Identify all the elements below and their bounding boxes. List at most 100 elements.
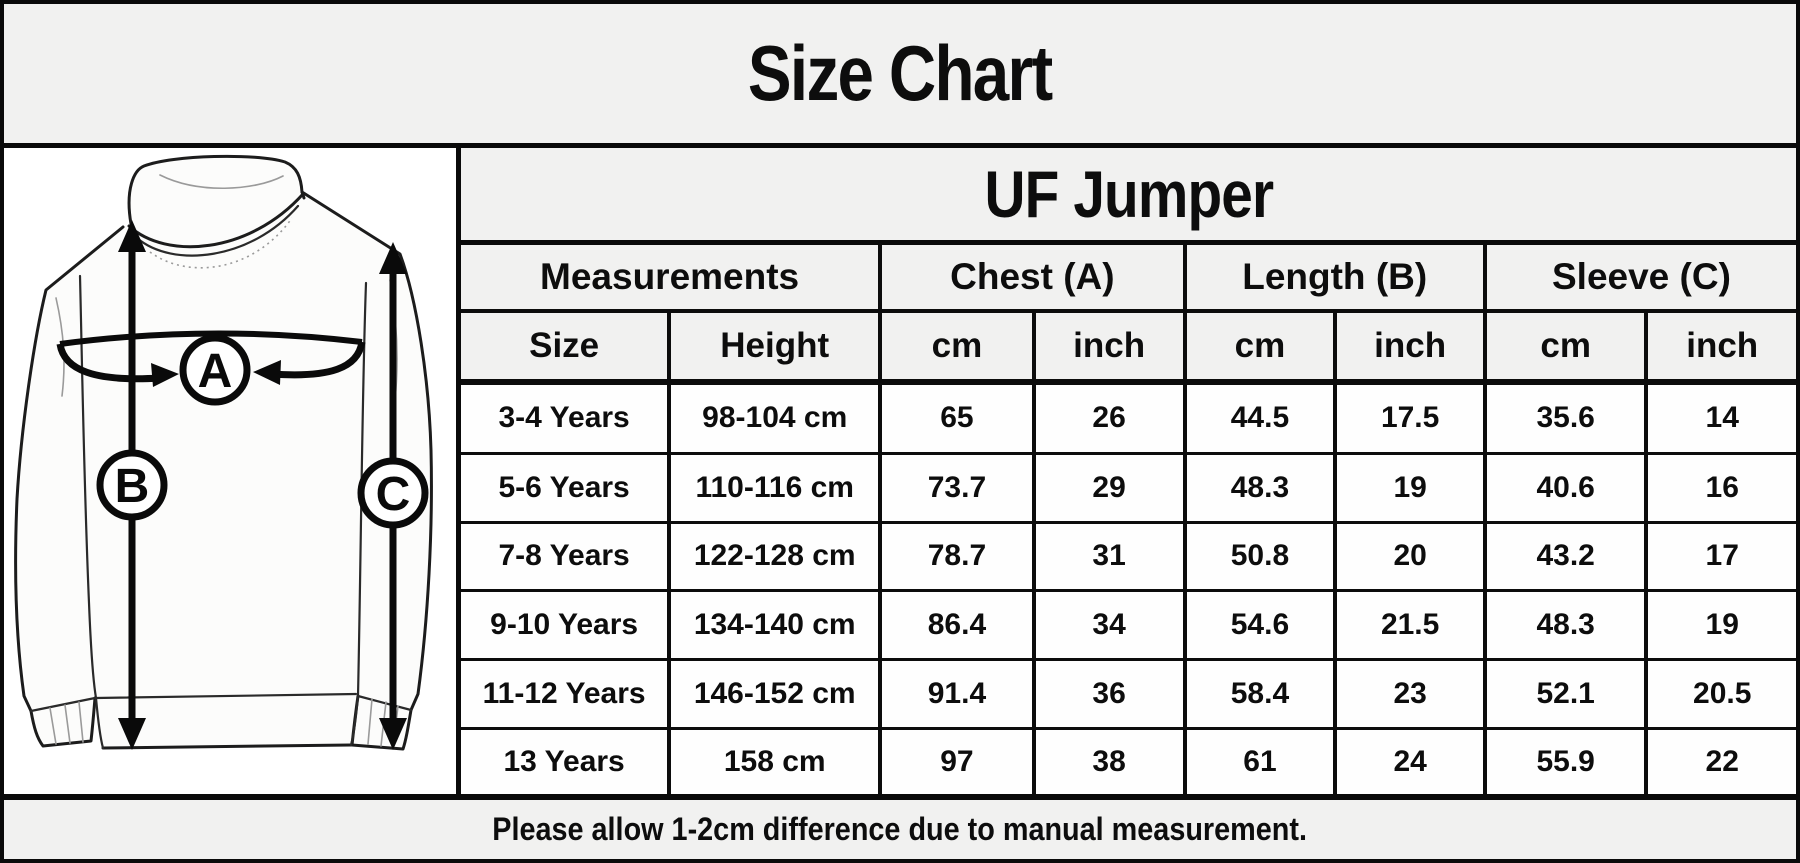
cell-sleeve-cm: 35.6 bbox=[1482, 380, 1649, 455]
subheader-length-inch: inch bbox=[1333, 309, 1487, 385]
chest-arrow-head-right bbox=[253, 360, 281, 385]
cell-height: 98-104 cm bbox=[667, 380, 883, 455]
garment-diagram-panel: A B C bbox=[4, 148, 461, 794]
main-area: A B C UF Jumper Measurements bbox=[4, 148, 1796, 794]
cell-size: 13 Years bbox=[461, 726, 672, 794]
header-chest: Chest (A) bbox=[878, 245, 1187, 313]
cell-sleeve-cm: 55.9 bbox=[1482, 726, 1649, 794]
cell-length-cm: 61 bbox=[1182, 726, 1338, 794]
hem-right-edge bbox=[349, 694, 360, 747]
cell-height: 110-116 cm bbox=[667, 451, 883, 524]
left-cuff-outline bbox=[29, 696, 97, 748]
sleeve-label-c: C bbox=[376, 468, 411, 521]
cell-size: 9-10 Years bbox=[461, 589, 672, 661]
cell-length-cm: 54.6 bbox=[1182, 589, 1338, 661]
sleeve-arrow-head-bottom bbox=[379, 718, 407, 750]
neckline-stitch bbox=[149, 217, 293, 269]
cell-chest-inch: 29 bbox=[1031, 451, 1187, 524]
sleeve-label-circle bbox=[357, 457, 429, 529]
cell-chest-inch: 34 bbox=[1031, 589, 1187, 661]
cell-sleeve-cm: 48.3 bbox=[1482, 589, 1649, 661]
cell-size: 5-6 Years bbox=[461, 451, 672, 524]
cell-sleeve-inch: 17 bbox=[1644, 520, 1796, 593]
chest-label-a: A bbox=[198, 345, 233, 398]
cell-chest-inch: 26 bbox=[1031, 380, 1187, 455]
cell-size: 7-8 Years bbox=[461, 520, 672, 593]
subheader-length-cm: cm bbox=[1182, 309, 1338, 385]
cell-length-inch: 20 bbox=[1333, 520, 1487, 593]
collar-roll-line bbox=[159, 174, 284, 190]
chest-arc-top bbox=[59, 330, 363, 347]
cell-height: 122-128 cm bbox=[667, 520, 883, 593]
left-cuff-top bbox=[29, 696, 97, 713]
left-sleeve-outline bbox=[14, 225, 125, 713]
hem-left-edge bbox=[94, 696, 105, 750]
cell-chest-cm: 91.4 bbox=[878, 657, 1036, 730]
cell-length-inch: 24 bbox=[1333, 726, 1487, 794]
table-row-3-4-years: 3-4 Years 98-104 cm 65 26 44.5 17.5 35.6… bbox=[461, 380, 1796, 455]
length-arrow-head-top bbox=[118, 220, 146, 252]
length-label-b: B bbox=[115, 460, 150, 513]
cell-height: 134-140 cm bbox=[667, 589, 883, 661]
size-table: Measurements Chest (A) Length (B) Sleeve… bbox=[461, 245, 1796, 794]
table-row-7-8-years: 7-8 Years 122-128 cm 78.7 31 50.8 20 43.… bbox=[461, 520, 1796, 593]
cell-sleeve-inch: 16 bbox=[1644, 451, 1796, 524]
table-row-5-6-years: 5-6 Years 110-116 cm 73.7 29 48.3 19 40.… bbox=[461, 451, 1796, 524]
cell-chest-cm: 86.4 bbox=[878, 589, 1036, 661]
subheader-chest-inch: inch bbox=[1031, 309, 1187, 385]
hem-top-line bbox=[94, 692, 358, 700]
cell-sleeve-inch: 19 bbox=[1644, 589, 1796, 661]
cell-length-inch: 17.5 bbox=[1333, 380, 1487, 455]
subheader-chest-cm: cm bbox=[878, 309, 1036, 385]
cell-height: 146-152 cm bbox=[667, 657, 883, 730]
measurement-disclaimer: Please allow 1-2cm difference due to man… bbox=[492, 811, 1308, 847]
cell-length-cm: 44.5 bbox=[1182, 380, 1338, 455]
cell-length-inch: 19 bbox=[1333, 451, 1487, 524]
header-length: Length (B) bbox=[1182, 245, 1487, 313]
sub-header-row: Size Height cm inch cm inch cm inch bbox=[461, 309, 1796, 385]
cell-length-cm: 48.3 bbox=[1182, 451, 1338, 524]
cell-sleeve-inch: 14 bbox=[1644, 380, 1796, 455]
right-cuff-top bbox=[356, 694, 413, 712]
table-row-11-12-years: 11-12 Years 146-152 cm 91.4 36 58.4 23 5… bbox=[461, 657, 1796, 730]
chest-arc-left bbox=[56, 343, 161, 383]
cell-sleeve-cm: 43.2 bbox=[1482, 520, 1649, 593]
cell-sleeve-cm: 40.6 bbox=[1482, 451, 1649, 524]
cell-length-inch: 23 bbox=[1333, 657, 1487, 730]
footer-band: Please allow 1-2cm difference due to man… bbox=[4, 794, 1796, 859]
chest-arrow-head-left bbox=[151, 363, 179, 387]
cell-sleeve-cm: 52.1 bbox=[1482, 657, 1649, 730]
cell-chest-inch: 36 bbox=[1031, 657, 1187, 730]
chest-arc-right bbox=[271, 341, 366, 379]
left-cuff-ribs bbox=[49, 701, 84, 745]
cell-sleeve-inch: 20.5 bbox=[1644, 657, 1796, 730]
collar-outline bbox=[127, 154, 306, 226]
subheader-height: Height bbox=[667, 309, 883, 385]
cell-chest-cm: 73.7 bbox=[878, 451, 1036, 524]
subheader-sleeve-cm: cm bbox=[1482, 309, 1649, 385]
subheader-sleeve-inch: inch bbox=[1644, 309, 1796, 385]
length-label-circle bbox=[96, 449, 168, 521]
cell-chest-cm: 97 bbox=[878, 726, 1036, 794]
title-band: Size Chart bbox=[4, 4, 1796, 148]
length-arrow-head-bottom bbox=[118, 718, 146, 750]
cell-length-inch: 21.5 bbox=[1333, 589, 1487, 661]
sleeve-arrow-head-top bbox=[379, 242, 407, 274]
right-sleeve-outline bbox=[300, 190, 433, 712]
size-table-area: UF Jumper Measurements Chest (A) Length … bbox=[461, 148, 1796, 794]
product-band: UF Jumper bbox=[461, 148, 1796, 245]
cell-chest-inch: 31 bbox=[1031, 520, 1187, 593]
jumper-silhouette bbox=[15, 156, 432, 749]
neckline-outer bbox=[127, 192, 305, 249]
cell-sleeve-inch: 22 bbox=[1644, 726, 1796, 794]
jumper-measurement-diagram: A B C bbox=[14, 154, 433, 751]
group-header-row: Measurements Chest (A) Length (B) Sleeve… bbox=[461, 245, 1796, 313]
cell-size: 11-12 Years bbox=[461, 657, 672, 730]
chest-label-circle bbox=[179, 334, 251, 406]
cell-chest-cm: 78.7 bbox=[878, 520, 1036, 593]
header-sleeve: Sleeve (C) bbox=[1482, 245, 1796, 313]
hem-bottom-line bbox=[101, 743, 353, 750]
cell-length-cm: 50.8 bbox=[1182, 520, 1338, 593]
header-measurements: Measurements bbox=[461, 245, 883, 313]
